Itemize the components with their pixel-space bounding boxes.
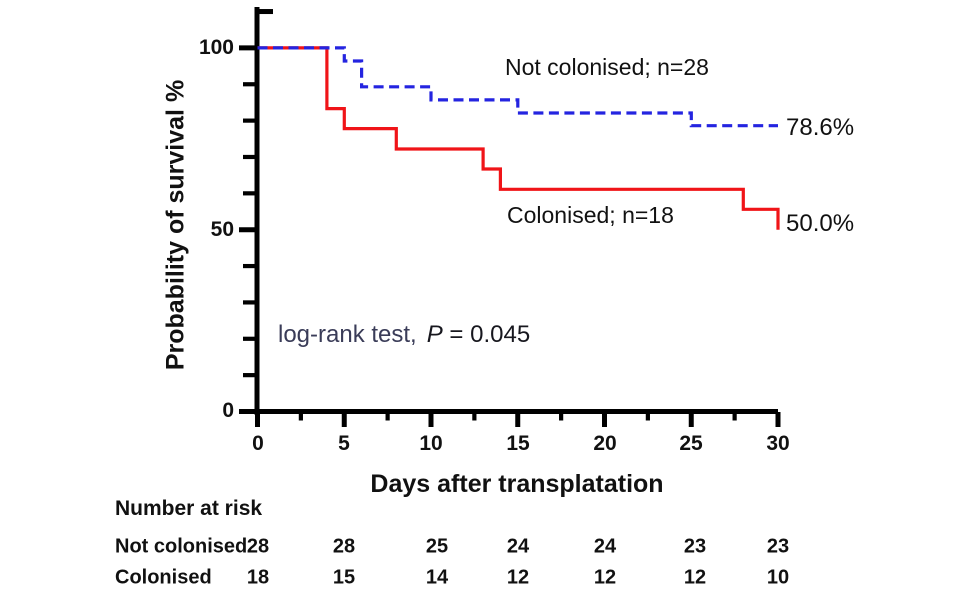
risk-value: 12 — [593, 566, 617, 589]
risk-value: 25 — [425, 535, 449, 558]
risk-value: 28 — [332, 535, 356, 558]
risk-table-title: Number at risk — [115, 497, 263, 520]
series-label-colonised: Colonised; n=18 — [507, 202, 674, 228]
risk-value: 14 — [425, 566, 449, 589]
y-tick-label-100: 100 — [198, 36, 234, 59]
x-tick-label-10: 10 — [419, 432, 443, 455]
risk-value: 10 — [766, 566, 790, 589]
x-axis-title: Days after transplatation — [370, 470, 664, 498]
risk-value: 18 — [246, 566, 270, 589]
series-line-colonised — [257, 46, 780, 230]
end-label-not-colonised: 78.6% — [786, 114, 855, 141]
x-tick-label-25: 25 — [679, 432, 703, 455]
risk-value: 24 — [506, 535, 530, 558]
x-tick-label-20: 20 — [593, 432, 617, 455]
y-axis-title: Probability of survival % — [161, 79, 190, 371]
x-tick-label-15: 15 — [506, 432, 530, 455]
risk-value: 15 — [332, 566, 356, 589]
risk-value: 12 — [506, 566, 530, 589]
x-tick-label-0: 0 — [252, 432, 264, 455]
risk-row-label-colonised: Colonised — [115, 566, 212, 589]
p-value: = 0.045 — [442, 321, 531, 348]
risk-value: 23 — [766, 535, 790, 558]
x-tick-label-5: 5 — [338, 432, 350, 455]
risk-row-label-not-colonised: Not colonised — [115, 535, 248, 558]
x-tick-label-30: 30 — [766, 432, 790, 455]
y-tick-label-50: 50 — [210, 218, 234, 241]
risk-value: 28 — [246, 535, 270, 558]
p-symbol: P — [426, 321, 443, 348]
risk-value: 24 — [593, 535, 617, 558]
y-tick-label-0: 0 — [222, 399, 234, 422]
end-label-colonised: 50.0% — [786, 210, 855, 237]
risk-value: 23 — [683, 535, 707, 558]
series-line-not-colonised — [257, 46, 778, 128]
log-rank-text: log-rank test, — [278, 321, 417, 348]
log-rank-annotation: log-rank test, P = 0.045 — [278, 321, 530, 349]
series-label-not-colonised: Not colonised; n=28 — [505, 54, 709, 80]
risk-value: 12 — [683, 566, 707, 589]
